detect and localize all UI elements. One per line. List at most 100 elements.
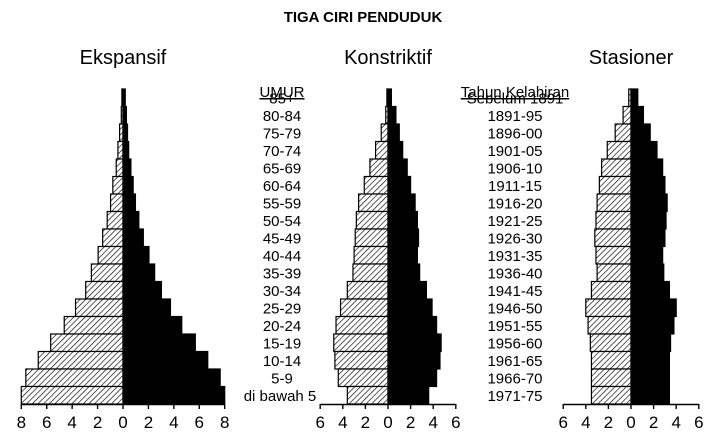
birth-year-label: Sebelum 1891 [467, 90, 564, 107]
female-bar [122, 158, 132, 178]
x-tick-label: 0 [383, 413, 392, 432]
female-bar [387, 140, 404, 160]
pyramid-bars-layer [20, 88, 677, 405]
age-label: 40-44 [263, 248, 301, 265]
male-bar [115, 158, 124, 178]
male-bar [90, 263, 124, 283]
female-bar [122, 385, 226, 405]
figure-title: TIGA CIRI PENDUDUK [284, 9, 443, 26]
female-bar [122, 193, 137, 213]
male-bar [363, 175, 389, 195]
male-bar [354, 228, 389, 248]
female-bar [630, 263, 665, 283]
male-bar [589, 333, 632, 353]
female-bar [387, 123, 400, 143]
female-bar [122, 210, 140, 230]
female-bar [630, 105, 645, 125]
female-bar [122, 350, 209, 370]
female-bar [630, 210, 667, 230]
birth-year-label: 1961-65 [487, 353, 542, 370]
male-bar [37, 350, 124, 370]
birth-year-label: 1946-50 [487, 300, 542, 317]
female-bar [630, 245, 664, 265]
x-tick-label: 2 [361, 413, 370, 432]
male-bar [109, 193, 124, 213]
male-bar [595, 245, 632, 265]
age-label: 80-84 [263, 108, 301, 125]
age-label: 65-69 [263, 160, 301, 177]
female-bar [122, 175, 134, 195]
female-bar [122, 228, 144, 248]
male-bar [97, 245, 124, 265]
age-label: 75-79 [263, 125, 301, 142]
x-tick-label: 6 [42, 413, 51, 432]
male-bar [106, 210, 124, 230]
birth-year-label: 1896-00 [487, 125, 542, 142]
female-bar [122, 263, 156, 283]
pyramid-title: Stasioner [589, 47, 674, 69]
male-bar [353, 245, 389, 265]
x-tick-label: 6 [694, 413, 703, 432]
birth-year-label: 1921-25 [487, 213, 542, 230]
male-bar [337, 368, 389, 388]
x-tick-label: 4 [169, 413, 178, 432]
male-bar [596, 193, 632, 213]
female-bar [630, 123, 651, 143]
x-tick-label: 0 [118, 413, 127, 432]
birth-year-header: Tahun Kelahiran [461, 84, 569, 101]
birth-year-label: 1916-20 [487, 195, 542, 212]
x-tick-label: 6 [195, 413, 204, 432]
female-bar [630, 140, 658, 160]
birth-year-label: 1906-10 [487, 160, 542, 177]
male-bar [587, 315, 632, 335]
female-bar [387, 333, 442, 353]
male-bar [594, 228, 632, 248]
female-bar [387, 280, 428, 300]
female-bar [630, 175, 666, 195]
female-bar [387, 368, 438, 388]
x-tick-label: 6 [315, 413, 324, 432]
age-label: 5-9 [271, 370, 293, 387]
female-bar [630, 88, 639, 108]
male-bar [595, 210, 632, 230]
female-bar [122, 298, 172, 318]
male-bar [355, 210, 389, 230]
male-bar [20, 385, 124, 405]
male-bar [339, 298, 389, 318]
birth-year-label: 1911-15 [488, 178, 542, 195]
female-bar [122, 88, 126, 108]
male-bar [50, 333, 124, 353]
male-bar [622, 105, 632, 125]
female-bar [630, 350, 671, 370]
x-tick-label: 4 [581, 413, 590, 432]
age-labels-column: UMUR 85+80-8475-7970-7465-6960-6455-5950… [244, 84, 317, 405]
male-bar [590, 280, 632, 300]
age-label: 10-14 [263, 353, 301, 370]
x-tick-label: 2 [406, 413, 415, 432]
male-bar [590, 385, 632, 405]
female-bar [387, 158, 408, 178]
male-bar [585, 298, 632, 318]
birth-year-label: 1891-95 [487, 108, 542, 125]
pyramid-titles: Ekspansif Konstriktif Stasioner [80, 47, 674, 69]
male-bar [117, 140, 124, 160]
female-bar [122, 245, 150, 265]
x-tick-label: 2 [144, 413, 153, 432]
female-bar [630, 298, 677, 318]
x-tick-label: 4 [671, 413, 680, 432]
birth-year-label: 1951-55 [487, 318, 542, 335]
female-bar [630, 368, 671, 388]
female-bar [122, 333, 196, 353]
male-bar [590, 350, 632, 370]
female-bar [630, 193, 668, 213]
female-bar [387, 105, 397, 125]
female-bar [387, 315, 438, 335]
age-label: 35-39 [263, 265, 301, 282]
age-label: 30-34 [263, 283, 301, 300]
x-tick-label: 4 [428, 413, 437, 432]
female-bar [122, 280, 163, 300]
birth-year-label: 1966-70 [487, 370, 542, 387]
